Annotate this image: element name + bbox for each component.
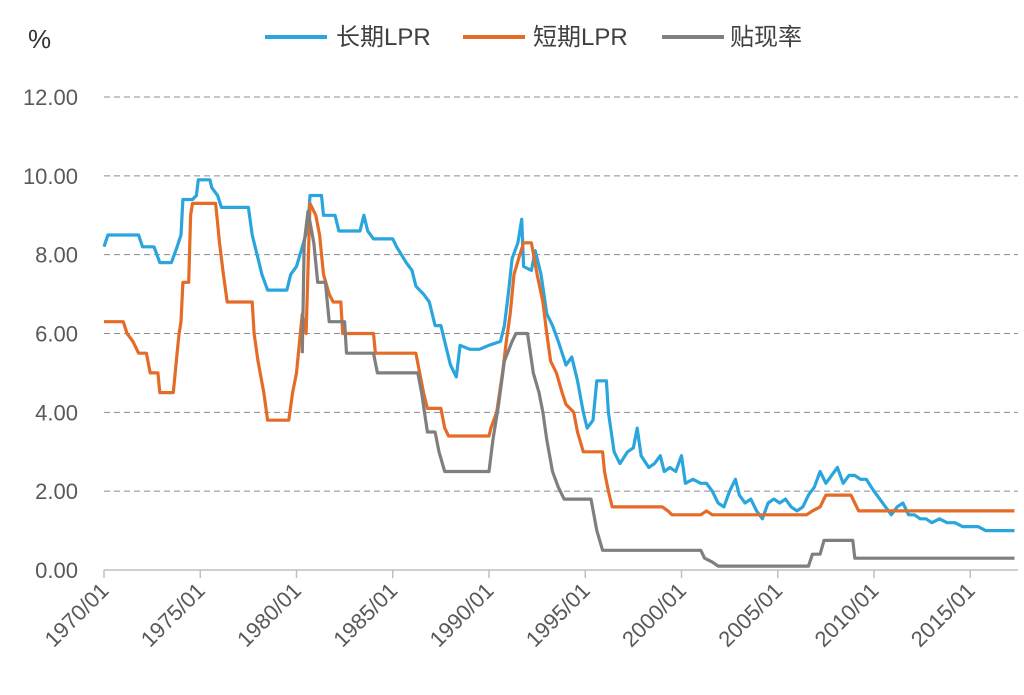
y-tick-label: 10.00 <box>23 164 78 189</box>
legend-label: 短期LPR <box>533 24 628 51</box>
x-tick-label: 1990/01 <box>425 578 499 652</box>
series-line-2 <box>300 209 1015 568</box>
series-line-0 <box>102 178 1015 533</box>
x-tick-label: 2010/01 <box>810 578 884 652</box>
legend-label: 长期LPR <box>336 24 431 51</box>
x-tick-label: 2005/01 <box>713 578 787 652</box>
legend-label: 贴现率 <box>730 24 802 51</box>
x-tick-label: 2015/01 <box>906 578 980 652</box>
x-tick-label: 1980/01 <box>232 578 306 652</box>
y-tick-label: 12.00 <box>23 85 78 110</box>
series-line-1 <box>104 201 1015 517</box>
x-tick-label: 1995/01 <box>521 578 595 652</box>
y-tick-label: 0.00 <box>35 558 78 583</box>
y-unit-label: % <box>28 24 51 54</box>
gridlines <box>104 96 1018 492</box>
x-tick-label: 1970/01 <box>40 578 114 652</box>
y-tick-label: 4.00 <box>35 400 78 425</box>
y-tick-label: 6.00 <box>35 322 78 347</box>
y-tick-label: 8.00 <box>35 243 78 268</box>
legend: 长期LPR 短期LPR 贴现率 <box>265 24 802 51</box>
x-tick-label: 2000/01 <box>617 578 691 652</box>
plot-area <box>102 178 1015 568</box>
y-axis: 0.00 2.00 4.00 6.00 8.00 10.00 12.00 <box>23 85 78 583</box>
x-axis: 1970/01 1975/01 1980/01 1985/01 1990/01 1995/… <box>40 570 980 652</box>
x-tick-label: 1975/01 <box>136 578 210 652</box>
y-tick-label: 2.00 <box>35 479 78 504</box>
x-tick-label: 1985/01 <box>328 578 402 652</box>
